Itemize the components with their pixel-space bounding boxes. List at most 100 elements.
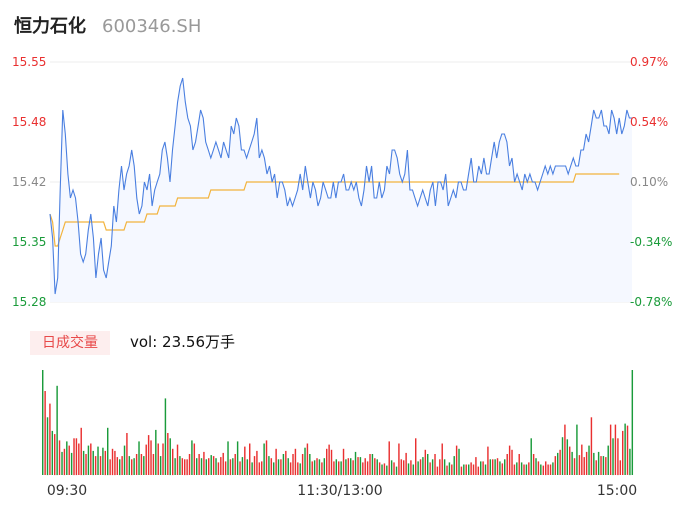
price-line: [49, 77, 632, 295]
volume-bar: [366, 461, 369, 476]
volume-bar: [484, 464, 487, 475]
volume-bar: [617, 438, 619, 476]
volume-bar: [335, 459, 338, 476]
volume-bar: [390, 460, 393, 475]
volume-bar: [210, 455, 212, 475]
volume-bar: [256, 450, 258, 476]
volume-bar: [275, 448, 277, 476]
volume-bar: [405, 452, 407, 475]
volume-bar: [400, 459, 403, 476]
volume-bar: [600, 456, 602, 475]
stock-code: 600346.SH: [102, 16, 202, 37]
volume-bar: [203, 451, 205, 475]
volume-bar: [169, 438, 171, 476]
y-tick-left: 15.28: [12, 295, 46, 309]
volume-bar: [340, 461, 342, 476]
volume-bar: [629, 448, 631, 476]
y-tick-right: 0.10%: [630, 175, 668, 189]
stock-name: 恒力石化: [14, 16, 86, 37]
volume-bar: [222, 452, 224, 475]
volume-bar: [338, 461, 340, 476]
volume-bar: [56, 385, 58, 476]
volume-bar: [492, 459, 494, 476]
volume-bar: [376, 459, 378, 476]
volume-bar: [347, 458, 350, 475]
y-tick-right: -0.78%: [630, 295, 672, 309]
volume-bar: [176, 444, 179, 475]
volume-bar: [564, 424, 566, 475]
volume-bar: [229, 459, 232, 476]
volume-bar: [631, 370, 634, 475]
volume-bar: [236, 441, 239, 475]
y-tick-left: 15.55: [12, 55, 46, 69]
volume-bar: [489, 459, 492, 476]
volume-bar: [159, 456, 162, 475]
volume-bar: [528, 462, 530, 475]
volume-bar: [557, 452, 559, 475]
volume-bar: [597, 451, 600, 475]
volume-bar: [395, 466, 398, 475]
y-tick-right: 0.54%: [630, 115, 668, 129]
volume-bar: [70, 452, 73, 475]
volume-bar: [583, 457, 585, 475]
volume-bar: [49, 403, 51, 475]
volume-bar: [119, 459, 121, 476]
y-tick-left: 15.48: [12, 115, 46, 129]
volume-bar: [386, 465, 388, 475]
volume-bar: [607, 445, 609, 475]
volume-bar: [552, 462, 554, 475]
volume-bar: [244, 446, 246, 475]
volume-bar: [480, 461, 482, 476]
volume-bar: [287, 458, 289, 475]
volume-bar: [578, 455, 581, 475]
volume-bar: [61, 451, 63, 475]
volume-bar: [126, 433, 128, 475]
volume-bar: [569, 446, 571, 475]
volume-bar: [292, 454, 294, 475]
volume-bar: [381, 464, 383, 475]
volume-bar: [63, 448, 66, 476]
volume-bar: [90, 443, 92, 475]
volume-bar: [516, 462, 518, 475]
volume-bar: [463, 464, 465, 475]
y-axis-right: 0.97% 0.54% 0.10% -0.34% -0.78%: [630, 55, 672, 309]
volume-bar: [107, 427, 109, 476]
volume-bar: [374, 458, 376, 475]
x-tick-label: 09:30: [47, 483, 87, 499]
volume-bar: [494, 459, 496, 476]
volume-bar: [297, 462, 299, 475]
x-tick-label: 11:30/13:00: [297, 483, 382, 499]
volume-bar: [253, 456, 256, 475]
x-axis: 09:30 11:30/13:00 15:00: [47, 483, 637, 499]
volume-bar: [188, 454, 191, 475]
volume-bar: [263, 443, 265, 475]
volume-bar: [378, 462, 381, 475]
volume-bar: [612, 438, 614, 476]
y-tick-left: 15.35: [12, 235, 46, 249]
volume-bar: [537, 461, 540, 476]
volume-bar: [270, 458, 273, 475]
volume-bar: [431, 459, 434, 476]
volume-bar: [311, 461, 313, 476]
volume-bar: [152, 454, 155, 475]
volume-bar: [212, 456, 215, 475]
volume-bar: [595, 460, 597, 475]
volume-bar: [626, 425, 629, 475]
volume-bar: [92, 450, 94, 476]
volume-bar: [316, 458, 318, 475]
volume-tab[interactable]: 日成交量: [30, 331, 110, 355]
volume-bar: [265, 440, 268, 475]
volume-bar: [174, 458, 176, 475]
volume-bar: [155, 429, 157, 475]
volume-bar: [116, 457, 119, 475]
volume-bar: [162, 443, 164, 475]
volume-bar: [191, 440, 193, 475]
volume-bar: [123, 445, 126, 475]
volume-bar: [147, 435, 150, 475]
volume-bar: [475, 457, 477, 475]
volume-bar: [184, 459, 186, 476]
volume-bar: [501, 463, 504, 475]
volume-bar: [571, 451, 573, 475]
volume-bar: [333, 461, 335, 476]
